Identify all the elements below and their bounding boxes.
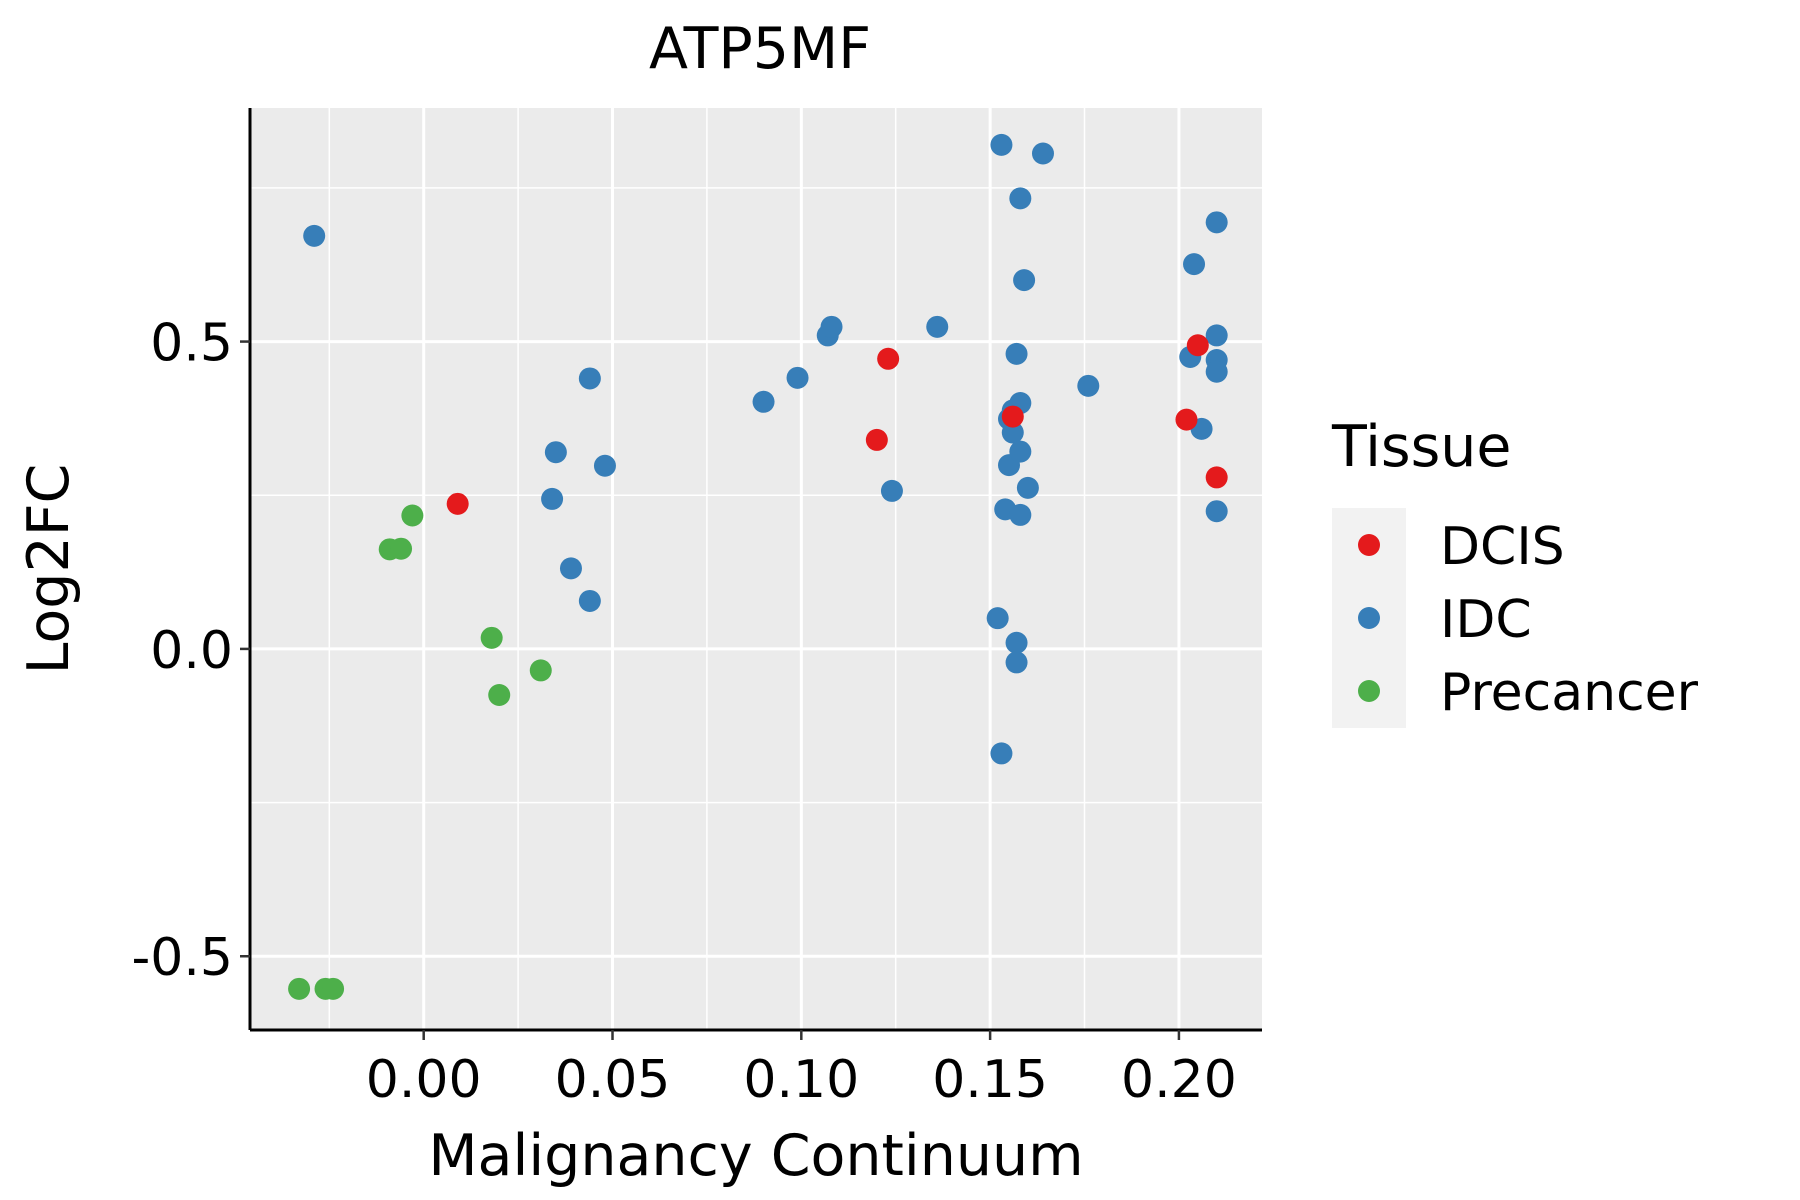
point-precancer [488, 684, 511, 707]
point-dcis [446, 492, 469, 515]
x-tick-label: 0.00 [366, 1050, 482, 1110]
point-idc [593, 454, 616, 477]
point-idc [578, 589, 601, 612]
legend-label-dcis: DCIS [1440, 517, 1565, 577]
point-idc [1205, 324, 1228, 347]
point-idc [559, 557, 582, 580]
point-dcis [1186, 334, 1209, 357]
legend-key-precancer [1358, 680, 1380, 702]
y-axis-label: Log2FC [16, 464, 82, 675]
point-idc [578, 367, 601, 390]
point-idc [990, 133, 1013, 156]
y-tick-label: -0.5 [132, 928, 233, 988]
point-dcis [865, 428, 888, 451]
axis-tick-labels: 0.00 0.05 0.10 0.15 0.20 -0.5 0.0 0.5 [132, 314, 1237, 1110]
point-idc [544, 441, 567, 464]
x-tick-label: 0.05 [555, 1050, 671, 1110]
point-idc [1205, 360, 1228, 383]
chart-title: ATP5MF [649, 16, 871, 82]
legend: DCIS IDC Precancer [1358, 517, 1699, 723]
legend-label-idc: IDC [1440, 590, 1532, 650]
y-tick-label: 0.0 [150, 621, 233, 681]
legend-title: Tissue [1331, 414, 1512, 480]
point-idc [303, 224, 326, 247]
point-idc [1077, 374, 1100, 397]
point-precancer [288, 977, 311, 1000]
point-idc [752, 390, 775, 413]
point-idc [1009, 503, 1032, 526]
x-tick-label: 0.20 [1121, 1050, 1237, 1110]
point-dcis [1205, 466, 1228, 489]
point-idc [1205, 211, 1228, 234]
point-idc [1009, 440, 1032, 463]
point-idc [1205, 500, 1228, 523]
data-points [288, 133, 1228, 1000]
x-tick-label: 0.15 [932, 1050, 1048, 1110]
grid-minor [250, 108, 1262, 1111]
point-idc [1001, 421, 1024, 444]
point-idc [786, 366, 809, 389]
point-idc [1005, 631, 1028, 654]
point-idc [1005, 651, 1028, 674]
point-precancer [480, 626, 503, 649]
point-idc [541, 487, 564, 510]
legend-label-precancer: Precancer [1440, 663, 1699, 723]
point-precancer [529, 659, 552, 682]
legend-key-dcis [1358, 534, 1380, 556]
point-precancer [401, 504, 424, 527]
point-idc [1009, 187, 1032, 210]
point-idc [1016, 476, 1039, 499]
point-precancer [390, 537, 413, 560]
grid-major [250, 108, 1262, 1030]
point-precancer [322, 977, 345, 1000]
point-idc [1031, 142, 1054, 165]
point-idc [1183, 253, 1206, 276]
plot-panel [250, 108, 1262, 1030]
x-axis-label: Malignancy Continuum [428, 1123, 1083, 1189]
y-tick-label: 0.5 [150, 314, 233, 374]
point-idc [926, 315, 949, 338]
point-dcis [877, 347, 900, 370]
point-idc [986, 607, 1009, 630]
point-idc [1013, 269, 1036, 292]
point-idc [820, 315, 843, 338]
point-dcis [1001, 405, 1024, 428]
point-idc [880, 479, 903, 502]
x-tick-label: 0.10 [743, 1050, 859, 1110]
axis-ticks [240, 340, 1181, 1040]
point-dcis [1175, 408, 1198, 431]
point-idc [1005, 342, 1028, 365]
legend-key-idc [1358, 607, 1380, 629]
point-idc [990, 742, 1013, 765]
